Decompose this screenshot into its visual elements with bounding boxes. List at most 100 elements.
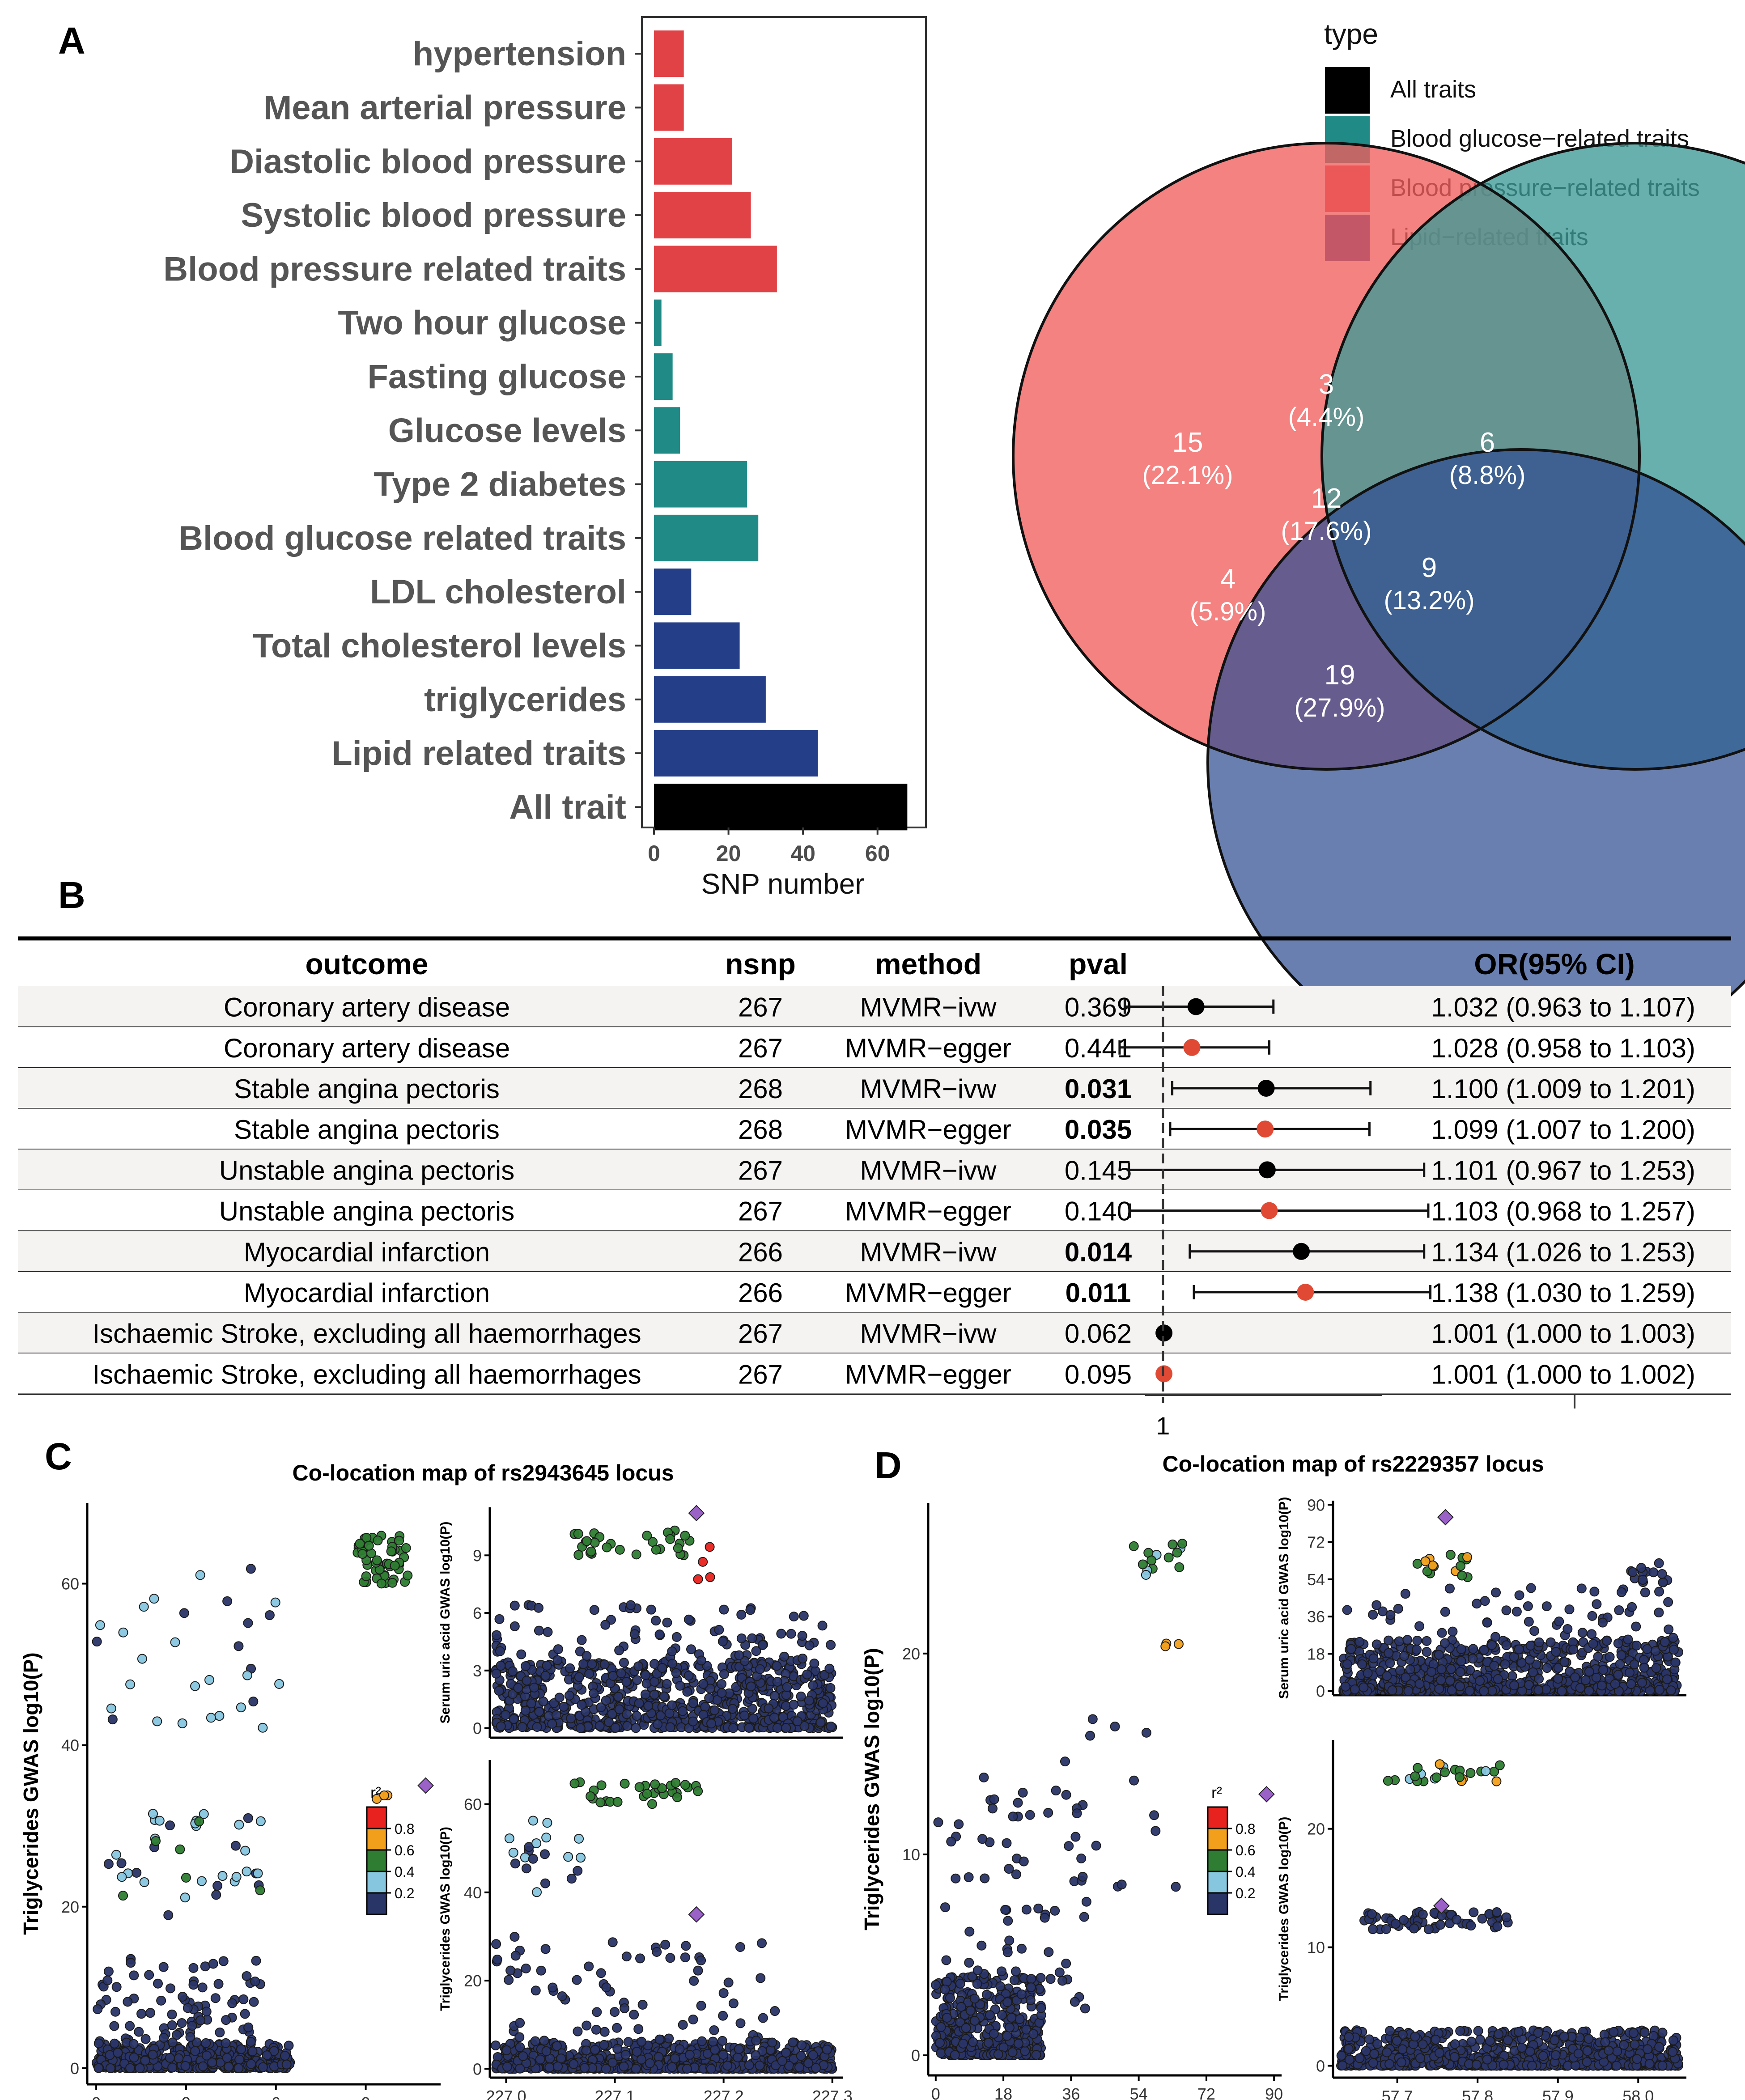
locus-point <box>673 1543 683 1553</box>
forest-pval: 0.369 <box>1065 993 1132 1022</box>
forest-nsnp: 266 <box>738 1278 783 1308</box>
locus-point <box>1582 2057 1592 2067</box>
locus-point <box>1043 1807 1053 1818</box>
forest-method: MVMR−egger <box>845 1033 1011 1063</box>
scatter-main-x-tick-label: 90 <box>1265 2085 1283 2100</box>
scatter-main-y-tick-label: 0 <box>70 2059 79 2078</box>
locus-point <box>255 1885 265 1896</box>
locus-point <box>1434 1650 1444 1660</box>
locus-point <box>698 1679 709 1689</box>
forest-outcome: Coronary artery disease <box>224 993 510 1022</box>
locus-point <box>379 1790 389 1801</box>
manhattan-top-y-tick-label: 9 <box>473 1546 482 1565</box>
locus-point <box>809 1659 819 1669</box>
scatter-main-y-tick-label: 60 <box>61 1575 79 1593</box>
locus-point <box>563 1852 573 1862</box>
bar-systolic-blood-pressure <box>654 192 751 239</box>
locus-point <box>492 1630 502 1640</box>
locus-point <box>105 2063 115 2073</box>
venn-count-bp_lip: 4 <box>1220 564 1236 594</box>
locus-point <box>190 1681 200 1691</box>
locus-point <box>589 1688 599 1698</box>
locus-point <box>728 1998 739 2008</box>
locus-point <box>1654 2042 1664 2052</box>
locus-point <box>547 1718 557 1729</box>
locus-point <box>727 1704 738 1714</box>
bar-hypertension <box>654 30 684 77</box>
forest-row-bg <box>18 1272 1731 1313</box>
venn-pct-glu: (8.8%) <box>1449 461 1526 490</box>
locus-point <box>718 1636 728 1646</box>
locus-point <box>1028 2029 1039 2039</box>
locus-point <box>386 1546 396 1557</box>
locus-point <box>706 2064 716 2074</box>
forest-method: MVMR−egger <box>845 1278 1011 1308</box>
manhattan-top-y-tick-label: 72 <box>1307 1533 1325 1552</box>
locus-point <box>1368 1653 1379 1663</box>
locus-point <box>582 2020 592 2031</box>
locus-point <box>494 1614 505 1624</box>
manhattan-bottom-y-tick-label: 20 <box>464 1972 482 1990</box>
locus-point <box>1525 1641 1536 1651</box>
locus-point <box>770 2006 780 2016</box>
locus-point <box>248 1697 259 1707</box>
locus-point <box>817 1621 828 1631</box>
locus-point <box>249 1997 259 2007</box>
locus-point <box>1613 1638 1623 1649</box>
locus-point <box>1051 1786 1061 1796</box>
bar-glucose-levels <box>654 407 680 454</box>
locus-point <box>1509 1680 1520 1691</box>
locus-point <box>1455 2026 1465 2036</box>
venn-count-glu: 6 <box>1480 427 1495 458</box>
locus-point <box>951 1873 961 1884</box>
venn-outline-blood-glucose <box>1320 142 1745 771</box>
locus-point <box>654 1629 665 1640</box>
locus-point <box>709 2025 719 2036</box>
locus-point <box>1500 1659 1510 1669</box>
locus-point <box>564 1690 574 1701</box>
locus-point <box>582 1536 592 1546</box>
r2-legend-swatch <box>1207 1806 1228 1829</box>
locus-point <box>129 2053 139 2063</box>
bar-x-tick-label: 0 <box>648 841 660 866</box>
locus-point <box>756 1973 766 1983</box>
locus-point <box>610 1723 620 1733</box>
locus-point <box>580 2063 590 2073</box>
locus-point <box>109 2021 119 2031</box>
r2-legend-title: r² <box>370 1783 381 1802</box>
venn-count-lip: 19 <box>1325 660 1355 691</box>
locus-point <box>1085 1731 1095 1741</box>
locus-point <box>532 1722 542 1732</box>
locus-point <box>1456 1561 1466 1571</box>
locus-point <box>492 1955 502 1965</box>
locus-point <box>581 2045 591 2056</box>
locus-point <box>1400 1589 1410 1599</box>
scatter-main-y-label: Triglycerides GWAS log10(P) <box>19 1652 42 1935</box>
locus-point <box>619 1658 629 1668</box>
locus-point <box>696 2001 706 2011</box>
locus-point <box>513 1683 523 1693</box>
locus-point <box>1446 1664 1456 1674</box>
forest-rows: Coronary artery disease 267 MVMR−ivw 0.369 1… <box>18 986 1731 1395</box>
locus-point <box>1072 1808 1082 1819</box>
locus-point <box>541 2046 552 2056</box>
locus-point <box>1648 1567 1659 1578</box>
locus-point <box>1002 2031 1012 2041</box>
locus-point <box>1598 1665 1609 1675</box>
locus-point <box>934 2038 945 2048</box>
locus-point <box>646 1604 656 1615</box>
locus-point <box>1342 1659 1352 1669</box>
locus-point <box>1642 1644 1652 1654</box>
bar-x-tick-label: 40 <box>790 841 815 866</box>
bar-category-label: Mean arterial pressure <box>263 89 626 127</box>
locus-point <box>1468 1644 1478 1654</box>
locus-point <box>612 2044 623 2054</box>
locus-point <box>723 1977 734 1988</box>
manhattan-top-y-tick-label: 36 <box>1307 1608 1325 1626</box>
bar-x-tick-label: 20 <box>716 841 741 866</box>
locus-point <box>1468 1654 1478 1664</box>
locus-point <box>1550 2035 1560 2045</box>
